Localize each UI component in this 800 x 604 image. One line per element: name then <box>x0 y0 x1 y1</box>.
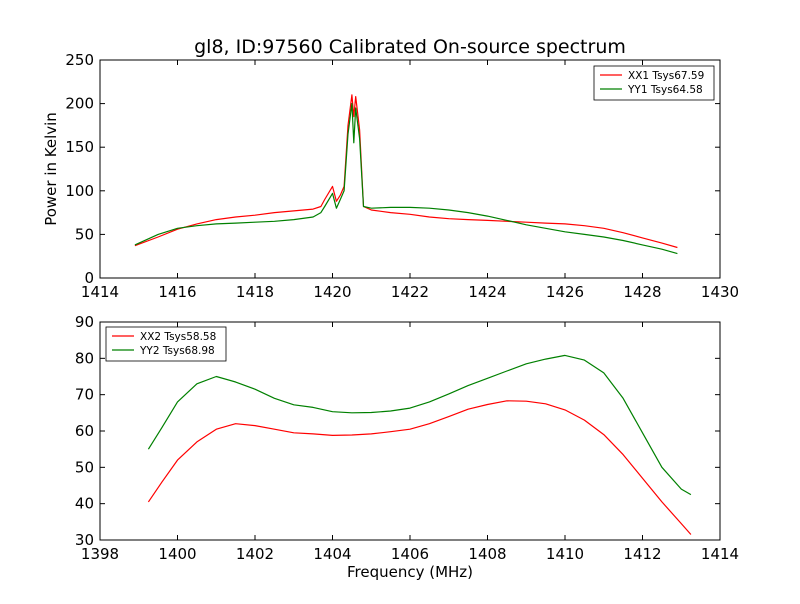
x-tick-label: 1424 <box>468 283 506 301</box>
y-tick-label: 0 <box>84 269 94 287</box>
legend-label: XX2 Tsys58.58 <box>140 331 216 343</box>
x-tick-label: 1398 <box>81 545 119 563</box>
x-tick-label: 1418 <box>236 283 274 301</box>
y-tick-label: 60 <box>75 422 94 440</box>
legend-box <box>105 326 227 362</box>
x-axis-label: Frequency (MHz) <box>347 563 473 581</box>
y-tick-label: 80 <box>75 349 94 367</box>
series-line-yy <box>134 102 678 255</box>
y-tick-label: 40 <box>75 495 94 513</box>
y-tick-label: 90 <box>75 313 94 331</box>
x-tick-label: 1422 <box>391 283 429 301</box>
y-tick-label: 200 <box>65 95 94 113</box>
y-tick-label: 50 <box>75 225 94 243</box>
x-tick-label: 1412 <box>623 545 661 563</box>
x-tick-label: 1400 <box>158 545 196 563</box>
legend: XX2 Tsys58.58 YY2 Tsys68.98 <box>105 326 227 362</box>
x-tick-label: 1420 <box>313 283 351 301</box>
x-tick-label: 1430 <box>701 283 739 301</box>
x-tick-label: 1410 <box>546 545 584 563</box>
legend-box <box>593 65 715 101</box>
x-tick-label: 1426 <box>546 283 584 301</box>
x-tick-label: 1402 <box>236 545 274 563</box>
chart-title: gl8, ID:97560 Calibrated On-source spect… <box>194 36 626 58</box>
y-tick-label: 30 <box>75 531 94 549</box>
y-tick-label: 70 <box>75 386 94 404</box>
bottom-panel: 1398 1400 1402 1404 1406 1408 1410 1412 1414 30 40… <box>75 313 739 563</box>
series-line-xx <box>147 400 692 535</box>
legend-label: XX1 Tsys67.59 <box>628 70 704 82</box>
legend: XX1 Tsys67.59 YY1 Tsys64.58 <box>593 65 715 101</box>
y-axis-label: Power in Kelvin <box>42 112 60 226</box>
x-tick-label: 1406 <box>391 545 429 563</box>
x-tick-label: 1414 <box>81 283 119 301</box>
x-tick-label: 1404 <box>313 545 351 563</box>
x-tick-label: 1428 <box>623 283 661 301</box>
y-tick-label: 150 <box>65 138 94 156</box>
y-tick-label: 50 <box>75 458 94 476</box>
series-line-xx <box>134 94 678 249</box>
legend-label: YY2 Tsys68.98 <box>139 345 215 357</box>
y-tick-label: 250 <box>65 51 94 69</box>
legend-label: YY1 Tsys64.58 <box>627 84 703 96</box>
x-tick-label: 1408 <box>468 545 506 563</box>
x-tick-label: 1416 <box>158 283 196 301</box>
y-tick-label: 100 <box>65 182 94 200</box>
x-tick-label: 1414 <box>701 545 739 563</box>
series-line-yy <box>147 354 692 496</box>
top-panel: 1414 1416 1418 1420 1422 1424 1426 1428 1430 0 50 1… <box>65 51 739 301</box>
